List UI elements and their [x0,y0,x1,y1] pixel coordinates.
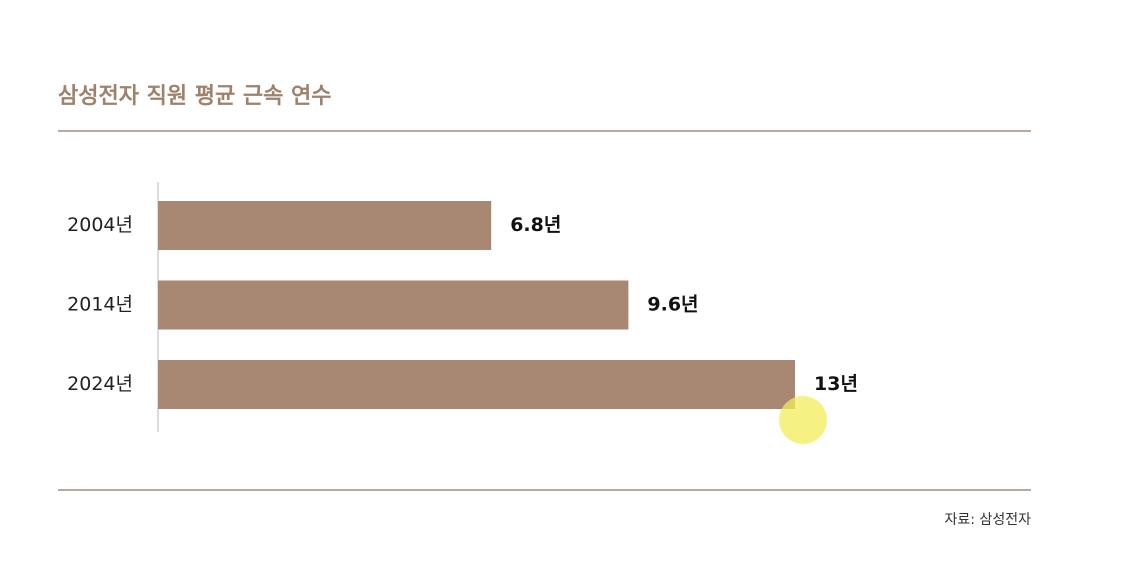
bar [158,201,492,250]
category-label: 2004년 [67,214,133,236]
value-label: 9.6년 [647,294,698,316]
category-label: 2014년 [67,294,133,316]
bar [158,360,795,409]
chart-title: 삼성전자 직원 평균 근속 연수 [58,84,332,109]
bar [158,280,629,330]
value-label: 6.8년 [510,214,561,236]
bar-group: 2004년 6.8년 2014년 9.6년 2024년 13년 [67,201,858,409]
value-label: 13년 [814,373,858,395]
category-label: 2024년 [67,373,133,395]
source-note: 자료: 삼성전자 [945,512,1032,528]
cursor-highlight [779,396,827,444]
